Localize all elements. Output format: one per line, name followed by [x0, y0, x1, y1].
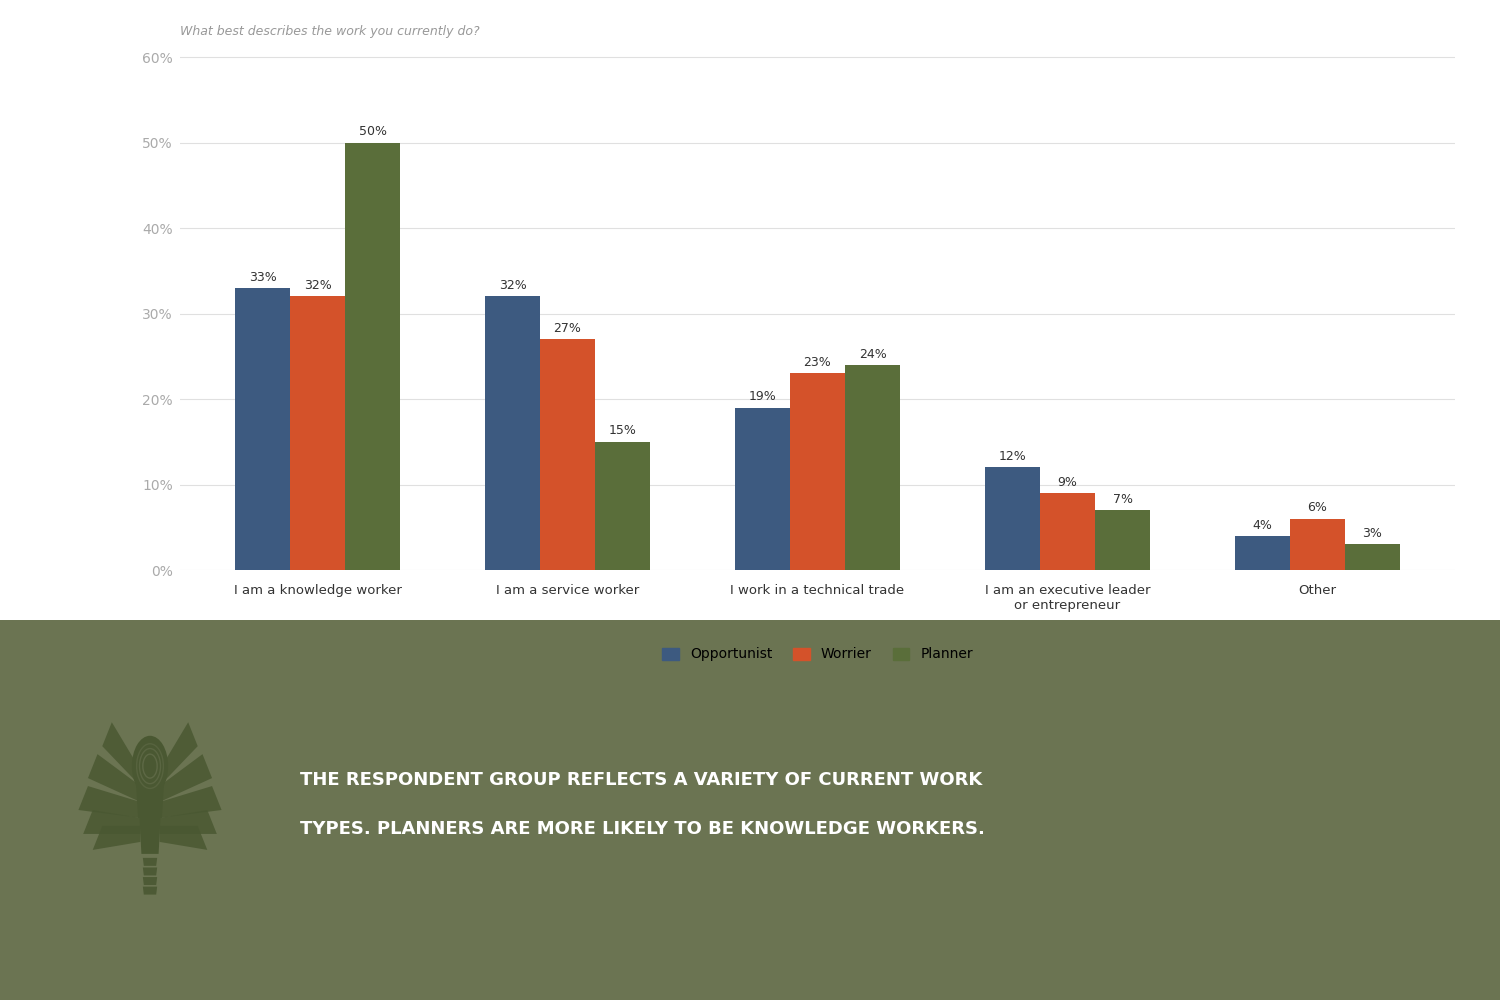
Bar [596, 442, 650, 570]
Text: 23%: 23% [804, 356, 831, 369]
Bar [735, 408, 790, 570]
Text: What best describes the work you currently do?: What best describes the work you current… [180, 25, 480, 38]
Polygon shape [140, 818, 160, 854]
Bar [986, 467, 1039, 570]
Bar [1095, 510, 1150, 570]
Polygon shape [142, 877, 158, 885]
Text: 6%: 6% [1308, 501, 1328, 514]
Bar [290, 296, 345, 570]
Bar [484, 296, 540, 570]
Polygon shape [142, 858, 158, 866]
Text: 33%: 33% [249, 271, 276, 284]
Text: 24%: 24% [858, 348, 886, 361]
Polygon shape [159, 810, 218, 834]
Polygon shape [88, 754, 141, 802]
Polygon shape [142, 887, 158, 895]
Text: 32%: 32% [303, 279, 332, 292]
Text: 12%: 12% [999, 450, 1026, 463]
Legend: Opportunist, Worrier, Planner: Opportunist, Worrier, Planner [656, 641, 980, 668]
Bar [236, 288, 290, 570]
Bar [1234, 536, 1290, 570]
Text: 19%: 19% [748, 390, 777, 403]
Polygon shape [159, 754, 212, 802]
Bar [790, 373, 844, 570]
Text: 9%: 9% [1058, 476, 1077, 489]
Polygon shape [102, 722, 141, 786]
Text: 32%: 32% [498, 279, 526, 292]
Text: 15%: 15% [609, 424, 636, 438]
Polygon shape [82, 810, 141, 834]
Polygon shape [135, 778, 165, 818]
Bar [345, 143, 400, 570]
Bar [1040, 493, 1095, 570]
Bar [1346, 544, 1400, 570]
Bar [1290, 519, 1346, 570]
Polygon shape [93, 826, 141, 850]
Polygon shape [78, 786, 141, 818]
Text: 7%: 7% [1113, 493, 1132, 506]
Text: TYPES. PLANNERS ARE MORE LIKELY TO BE KNOWLEDGE WORKERS.: TYPES. PLANNERS ARE MORE LIKELY TO BE KN… [300, 820, 986, 838]
Polygon shape [159, 722, 198, 786]
Text: 50%: 50% [358, 125, 387, 138]
Bar [844, 365, 900, 570]
Polygon shape [159, 826, 207, 850]
Circle shape [132, 736, 168, 796]
Polygon shape [142, 867, 158, 875]
Text: 4%: 4% [1252, 519, 1272, 532]
Polygon shape [159, 786, 222, 818]
Text: 3%: 3% [1362, 527, 1383, 540]
Bar [540, 339, 596, 570]
Text: THE RESPONDENT GROUP REFLECTS A VARIETY OF CURRENT WORK: THE RESPONDENT GROUP REFLECTS A VARIETY … [300, 771, 982, 789]
Text: 27%: 27% [554, 322, 582, 335]
